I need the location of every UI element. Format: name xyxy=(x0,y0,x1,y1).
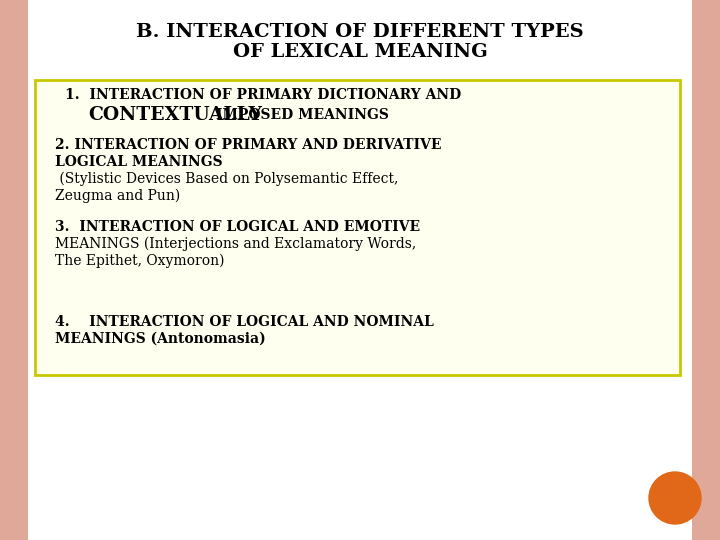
Text: B. INTERACTION OF DIFFERENT TYPES: B. INTERACTION OF DIFFERENT TYPES xyxy=(136,23,584,41)
Text: LOGICAL MEANINGS: LOGICAL MEANINGS xyxy=(55,155,222,169)
Text: MEANINGS (Interjections and Exclamatory Words,: MEANINGS (Interjections and Exclamatory … xyxy=(55,237,416,251)
Text: OF LEXICAL MEANING: OF LEXICAL MEANING xyxy=(233,43,487,61)
Circle shape xyxy=(649,472,701,524)
Text: 1.  INTERACTION OF PRIMARY DICTIONARY AND: 1. INTERACTION OF PRIMARY DICTIONARY AND xyxy=(65,88,462,102)
Text: 2. INTERACTION OF PRIMARY AND DERIVATIVE: 2. INTERACTION OF PRIMARY AND DERIVATIVE xyxy=(55,138,441,152)
Text: The Epithet, Oxymoron): The Epithet, Oxymoron) xyxy=(55,254,225,268)
FancyBboxPatch shape xyxy=(35,80,680,375)
Text: 4.    INTERACTION OF LOGICAL AND NOMINAL: 4. INTERACTION OF LOGICAL AND NOMINAL xyxy=(55,315,433,329)
Text: Zeugma and Pun): Zeugma and Pun) xyxy=(55,189,180,203)
Bar xyxy=(0,0,28,540)
Text: 3.  INTERACTION OF LOGICAL AND EMOTIVE: 3. INTERACTION OF LOGICAL AND EMOTIVE xyxy=(55,220,420,234)
Text: CONTEXTUALLY: CONTEXTUALLY xyxy=(88,106,262,124)
Text: (Stylistic Devices Based on Polysemantic Effect,: (Stylistic Devices Based on Polysemantic… xyxy=(55,172,398,186)
Text: MEANINGS (Antonomasia): MEANINGS (Antonomasia) xyxy=(55,332,266,346)
Text: IMPOSED MEANINGS: IMPOSED MEANINGS xyxy=(211,108,389,122)
Bar xyxy=(692,0,720,540)
